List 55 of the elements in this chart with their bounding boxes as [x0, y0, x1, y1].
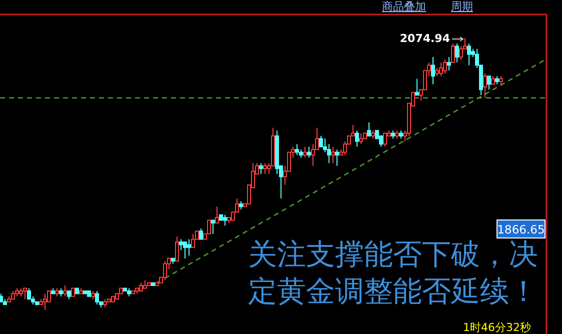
candlestick [383, 132, 387, 148]
candlestick [259, 162, 263, 174]
annotation: 关注支撑能否下破，决定黄金调整能否延续！ [248, 236, 539, 310]
candlestick [379, 135, 383, 148]
candlestick [263, 162, 267, 174]
candlestick [455, 42, 459, 63]
candlestick [475, 48, 479, 68]
candlestick [199, 228, 203, 240]
candlestick [459, 46, 463, 60]
candlestick [331, 146, 335, 164]
candlestick [211, 220, 215, 234]
candlestick [415, 78, 419, 96]
candlestick [187, 238, 191, 256]
candlestick [95, 290, 99, 306]
candlestick [215, 206, 219, 224]
candlestick [439, 62, 443, 77]
candlestick [443, 59, 447, 74]
candlestick [359, 132, 363, 145]
candlestick [183, 242, 187, 259]
candlestick [431, 56, 435, 85]
candlestick [447, 56, 451, 72]
candlestick [295, 144, 299, 156]
annotation: 1866.65 [497, 222, 545, 236]
candlestick [427, 62, 431, 77]
candlestick [191, 233, 195, 248]
candlestick [483, 72, 487, 98]
candlestick [23, 288, 27, 300]
candlestick [251, 162, 255, 188]
candlestick [43, 293, 47, 310]
candlestick [355, 130, 359, 148]
candlestick [303, 146, 307, 158]
candlestick [367, 122, 371, 136]
candlestick [335, 149, 339, 166]
text: 商品叠加 [382, 0, 426, 13]
candlestick [175, 236, 179, 262]
candlestick [255, 162, 259, 174]
candlestick [467, 42, 471, 66]
candlestick [343, 140, 347, 156]
candlestick [63, 285, 67, 297]
candlestick [311, 144, 315, 166]
candlestick [307, 146, 311, 158]
candlestick [487, 76, 491, 90]
candlestick [291, 146, 295, 158]
candlestick [267, 162, 271, 174]
text: 周期 [451, 0, 473, 13]
candlestick [419, 89, 423, 102]
candlestick [403, 130, 407, 142]
candlestick [223, 214, 227, 226]
text: 1时46分32秒 [463, 321, 531, 334]
candlestick [351, 124, 355, 136]
candlestick [163, 260, 167, 281]
candlestick [235, 198, 239, 213]
candlestick [179, 238, 183, 251]
annotation: 2074.94 [400, 32, 450, 45]
candlestick [283, 165, 287, 186]
